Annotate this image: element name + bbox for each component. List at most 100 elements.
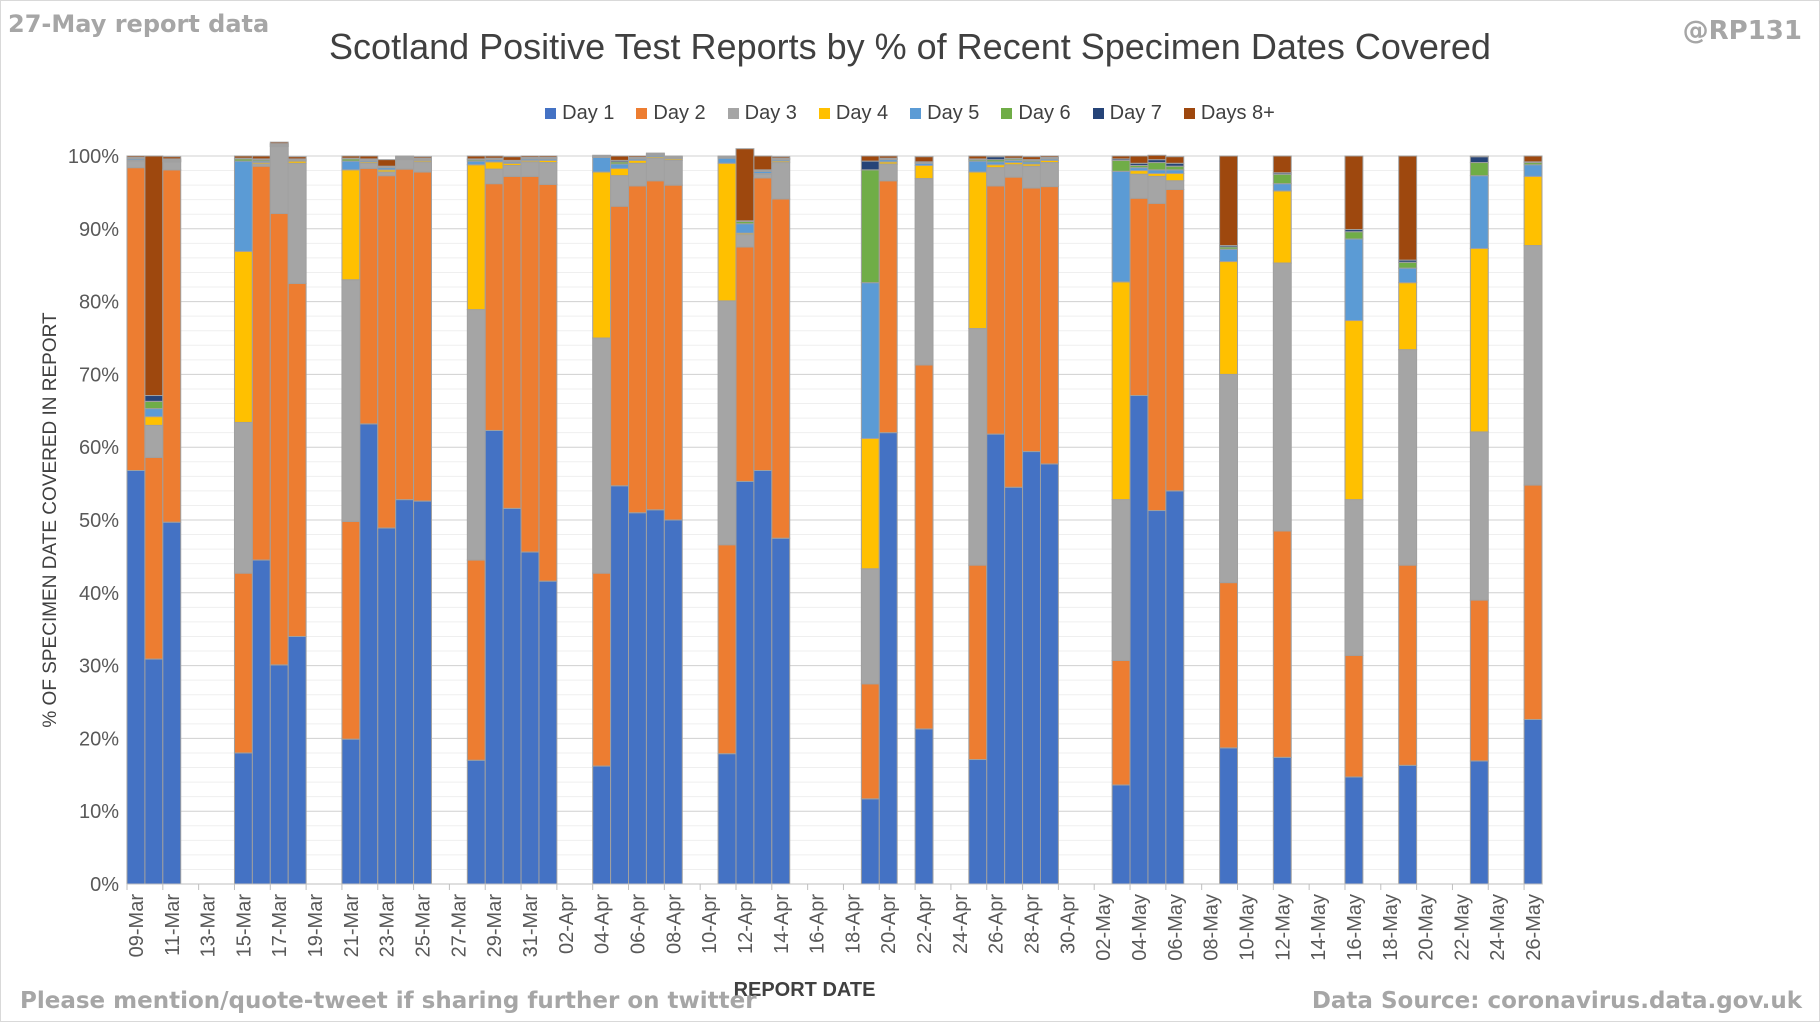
bar-segment	[914, 728, 934, 885]
bar-segment	[1022, 187, 1041, 453]
bar-segment	[466, 164, 486, 311]
x-tick-label: 19-Mar	[305, 894, 327, 958]
bar-segment	[144, 658, 164, 885]
bar-segment	[663, 184, 683, 521]
bar-segment	[1147, 154, 1167, 161]
bar-segment	[1165, 165, 1185, 171]
author-handle: @RP131	[1682, 16, 1802, 46]
bar-segment	[860, 568, 880, 685]
bar-segment	[592, 171, 612, 339]
bar-segment	[395, 499, 415, 885]
x-tick-label: 28-Apr	[1022, 894, 1044, 954]
bar-segment	[717, 155, 737, 158]
bar-segment	[610, 485, 630, 885]
bar-segment	[251, 155, 271, 160]
x-tick-label: 14-May	[1308, 894, 1330, 961]
bar-segment	[1469, 155, 1489, 158]
legend-swatch	[545, 108, 557, 119]
bar-segment	[144, 416, 164, 426]
bar-segment	[1039, 155, 1059, 158]
bar-segment	[1165, 169, 1185, 174]
x-tick-label: 06-May	[1165, 894, 1187, 961]
legend-swatch	[818, 108, 830, 119]
y-tick-label: 20%	[79, 728, 119, 750]
bar-segment	[860, 282, 880, 439]
bar-segment	[144, 424, 164, 458]
bar-segment	[162, 156, 182, 160]
bar-segment	[341, 738, 361, 885]
bar-segment	[1523, 484, 1543, 720]
bar-segment	[1344, 155, 1364, 231]
bar-segment	[466, 559, 486, 761]
bar-segment	[1344, 238, 1364, 322]
y-tick-label: 80%	[79, 292, 119, 314]
bar-segment	[860, 798, 880, 885]
legend-swatch	[636, 108, 648, 119]
y-axis-title: % OF SPECIMEN DATE COVERED IN REPORT	[40, 312, 61, 728]
bar-segment	[538, 155, 558, 158]
bar-segment	[860, 437, 880, 570]
bar-segment	[466, 759, 486, 885]
bar-segment	[1004, 486, 1024, 885]
bar-segment	[502, 507, 522, 885]
bar-segment	[1523, 155, 1543, 163]
bar-segment	[1111, 499, 1131, 662]
bar-segment	[1523, 718, 1543, 885]
bar-segment	[233, 250, 253, 423]
bar-segment	[986, 433, 1006, 885]
bar-segment	[144, 395, 164, 402]
bar-segment	[233, 160, 253, 252]
x-tick-label: 04-May	[1129, 894, 1151, 961]
bar-segment	[1165, 490, 1185, 885]
bar-segment	[1147, 175, 1167, 204]
bar-segment	[645, 152, 665, 155]
bar-segment	[1469, 156, 1489, 164]
x-tick-label: 15-Mar	[233, 894, 255, 958]
x-tick-label: 27-Mar	[448, 894, 470, 958]
bar-segment	[484, 155, 504, 159]
bar-segment	[377, 527, 397, 885]
bar-segment	[610, 163, 630, 169]
bar-segment	[878, 180, 898, 434]
bar-segment	[986, 167, 1006, 187]
bar-segment	[717, 300, 737, 546]
bar-segment	[610, 205, 630, 487]
x-tick-label: 26-May	[1523, 894, 1545, 961]
bar-segment	[878, 155, 898, 159]
legend-swatch	[1092, 108, 1104, 119]
x-tick-label: 22-May	[1451, 894, 1473, 961]
bar-segment	[628, 185, 647, 514]
x-tick-label: 16-Apr	[807, 894, 829, 954]
bar-segment	[1398, 261, 1418, 269]
data-source: Data Source: coronavirus.data.gov.uk	[1311, 988, 1802, 1014]
bar-segment	[395, 159, 415, 170]
bar-segment	[1219, 248, 1239, 263]
bar-segment	[251, 165, 271, 561]
legend-item: Day 4	[818, 102, 888, 125]
bar-segment	[1398, 564, 1418, 766]
bar-segment	[878, 163, 898, 182]
bar-segment	[1039, 463, 1059, 885]
bar-segment	[645, 180, 665, 511]
bar-segment	[1344, 776, 1364, 885]
x-tick-label: 16-May	[1344, 894, 1366, 961]
bar-segment	[914, 164, 934, 180]
bar-segment	[1398, 764, 1418, 885]
bar-segment	[717, 162, 737, 302]
bar-segment	[860, 155, 880, 162]
bar-segment	[968, 564, 988, 761]
bar-segment	[1022, 165, 1041, 189]
bar-segment	[735, 234, 755, 248]
bar-segment	[1344, 654, 1364, 778]
legend-item: Day 7	[1092, 102, 1162, 125]
y-tick-label: 90%	[79, 219, 119, 241]
bar-segment	[1147, 510, 1167, 885]
bar-segment	[1004, 155, 1024, 159]
bar-segment	[1165, 172, 1185, 182]
bar-segment	[1272, 183, 1292, 192]
bar-segment	[1022, 451, 1041, 885]
bar-segment	[413, 171, 432, 502]
bar-segment	[144, 155, 164, 397]
legend-label: Day 5	[927, 102, 980, 124]
legend-item: Days 8+	[1183, 102, 1275, 125]
